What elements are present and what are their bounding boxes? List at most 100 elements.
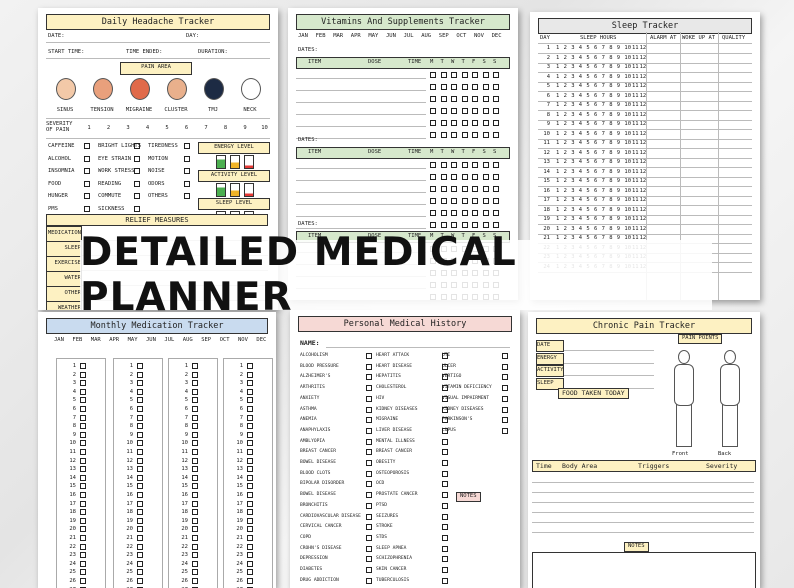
hour-number: 3 [571, 206, 575, 213]
hour-number: 10 [624, 102, 632, 108]
checkbox [451, 198, 457, 204]
day-number: 7 [239, 414, 243, 421]
day-number: 13 [543, 159, 550, 165]
checkbox [430, 162, 436, 168]
checkbox [366, 556, 372, 563]
day-number: 22 [126, 543, 133, 550]
day-number: 24 [181, 560, 188, 567]
day-number: 8 [72, 423, 76, 430]
dates-label: Dates: [298, 221, 318, 227]
hour-number: 8 [609, 45, 613, 51]
hour-number: 6 [594, 206, 598, 213]
hour-number: 4 [578, 130, 583, 137]
checkbox [84, 155, 90, 162]
checkbox [192, 423, 198, 430]
hour-number: 2 [563, 235, 567, 241]
condition: Parkinson's [442, 417, 473, 423]
hour-number: 5 [586, 83, 590, 89]
day-number: 22 [69, 543, 76, 550]
month: MAY [368, 33, 379, 39]
rule [326, 347, 510, 348]
hour-number: 9 [616, 197, 621, 203]
checkbox [366, 513, 372, 520]
condition: Lupus [442, 427, 456, 433]
column-label: Item [308, 233, 322, 239]
day-number: 16 [236, 492, 243, 498]
checkbox [461, 174, 468, 180]
rule [532, 482, 754, 483]
day-number: 23 [181, 552, 188, 559]
hour-number: 4 [578, 225, 583, 232]
condition: Anemia [300, 417, 317, 423]
checkbox [247, 363, 253, 369]
checkbox [440, 222, 447, 228]
day-number: 21 [69, 535, 76, 541]
condition: Sleep Apnea [376, 545, 407, 551]
checkbox [247, 569, 253, 576]
checkbox [80, 526, 86, 533]
hour-number: 5 [586, 178, 590, 184]
section-label: Relief Measures [46, 214, 268, 226]
day-number: 26 [181, 578, 188, 584]
day-number: 7 [129, 414, 133, 421]
month: APR [350, 33, 361, 39]
condition: Schizophrenia [376, 556, 412, 562]
trigger: Motion [148, 155, 168, 162]
checkbox [482, 174, 489, 180]
hour-number: 4 [578, 54, 583, 61]
hour-number: 6 [594, 64, 598, 70]
checkbox [472, 222, 478, 228]
hour-number: 11 [632, 206, 639, 213]
checkbox [440, 96, 447, 102]
checkbox [493, 120, 499, 126]
column-label: Quality [722, 35, 746, 41]
checkbox [451, 132, 457, 138]
checkbox [442, 406, 448, 413]
day-number: 21 [181, 535, 188, 541]
rule [538, 195, 752, 197]
page-title: Sleep Tracker [538, 18, 752, 34]
day-number: 19 [126, 517, 133, 524]
day-number: 8 [184, 423, 188, 430]
checkbox [137, 569, 143, 576]
checkbox [80, 457, 86, 464]
hour-number: 10 [624, 130, 632, 137]
hour-number: 6 [594, 102, 598, 108]
face-icon [241, 78, 261, 100]
checkbox [461, 162, 468, 168]
field-label: Date [536, 340, 564, 352]
day-number: 17 [181, 500, 188, 507]
checkbox [137, 552, 143, 559]
checkbox [192, 397, 198, 404]
planner-page: Personal Medical History Name: Alcoholism B… [290, 310, 520, 588]
checkbox [192, 457, 198, 464]
hour-number: 8 [609, 73, 613, 80]
month-block [223, 358, 273, 588]
day-number: 8 [546, 111, 550, 118]
hour-number: 12 [639, 159, 647, 165]
hour-number: 8 [609, 54, 613, 61]
hour-number: 5 [586, 235, 590, 241]
day-number: 11 [181, 449, 188, 455]
checkbox [80, 560, 86, 567]
month: APR [109, 337, 120, 343]
month: JUN [146, 337, 156, 343]
day-number: 9 [239, 431, 243, 438]
checkbox [442, 567, 448, 573]
hour-number: 7 [601, 111, 605, 118]
condition: STDs [376, 534, 388, 540]
day-number: 12 [69, 457, 76, 464]
hour-number: 9 [616, 130, 621, 137]
day-number: 6 [184, 406, 188, 412]
hour-number: 2 [563, 149, 567, 156]
checkbox [137, 423, 143, 430]
checkbox [461, 84, 468, 90]
checkbox [366, 406, 372, 413]
condition: Anxiety [300, 395, 320, 401]
day-number: 5 [72, 397, 76, 404]
planner-page: Monthly Medication Tracker JAN FEB MAR APR MA… [38, 312, 276, 588]
hour-number: 2 [563, 130, 567, 137]
checkbox [192, 371, 198, 378]
checkbox [442, 374, 448, 381]
page-title: Monthly Medication Tracker [46, 318, 268, 334]
